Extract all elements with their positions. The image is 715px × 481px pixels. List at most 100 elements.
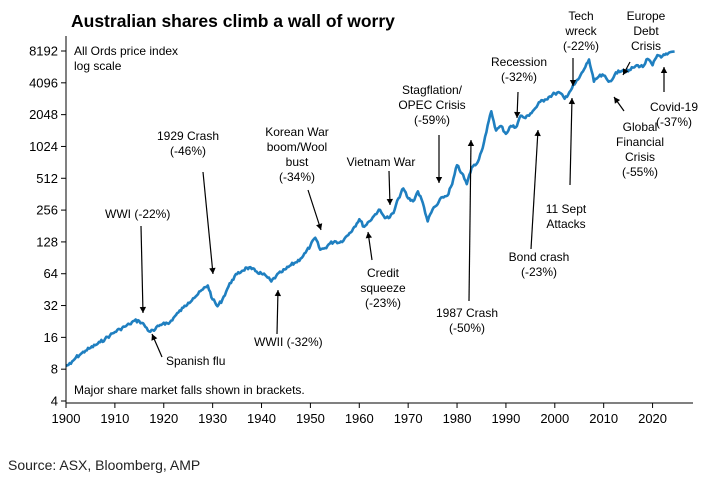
annotation-label: WWI (-22%) (105, 207, 170, 221)
x-tick-label: 1900 (52, 411, 81, 426)
annotation-label: Covid-19 (-37%) (650, 100, 698, 129)
annotation-line: (-22%) (563, 39, 599, 53)
annotation-line: (-34%) (279, 170, 315, 184)
annotation-label: WWII (-32%) (254, 335, 323, 349)
annotation: Stagflation/OPEC Crisis (-59%) (398, 83, 466, 183)
y-tick-label: 2048 (29, 107, 58, 122)
annotation: 1987 Crash (-50%) (436, 139, 498, 335)
y-tick-label: 32 (44, 298, 58, 313)
annotation-arrow (140, 225, 144, 314)
x-tick-label: 1970 (394, 411, 423, 426)
annotation-line: Vietnam War (347, 155, 416, 169)
annotation: Tech wreck (-22%) (563, 9, 599, 86)
annotation-line: (-32%) (501, 70, 537, 84)
annotation: Europe Debt Crisis (622, 9, 666, 76)
annotation-line: bust (286, 155, 309, 169)
annotation-label: Bond crash (-23%) (509, 250, 570, 279)
x-tick-label: 1940 (247, 411, 276, 426)
y-tick-label: 1024 (29, 139, 58, 154)
annotation-line: Stagflation/ (402, 83, 463, 97)
annotation-arrowhead (660, 67, 668, 73)
annotation-line: Attacks (546, 217, 585, 231)
annotation-line: Crisis (625, 150, 655, 164)
annotation-line: Spanish flu (166, 354, 225, 368)
annotation-label: Stagflation/OPEC Crisis (-59%) (398, 83, 465, 127)
x-tick-label: 1980 (443, 411, 472, 426)
footnote: Major share market falls shown in bracke… (74, 383, 305, 397)
annotation-line: 1987 Crash (436, 306, 498, 320)
annotation-label: Tech wreck (-22%) (563, 9, 599, 53)
annotation-line: Recession (491, 55, 547, 69)
annotation-label: Global Financial Crisis (-55%) (616, 120, 664, 179)
annotation-line: (-50%) (449, 321, 485, 335)
annotation-arrowhead (514, 111, 521, 118)
annotation-arrowhead (623, 68, 629, 75)
annotation-line: Korean War (265, 125, 329, 139)
chart-title: Australian shares climb a wall of worry (71, 11, 395, 31)
annotation-arrowhead (316, 223, 323, 230)
y-tick-label: 16 (44, 330, 58, 345)
y-tick-label: 256 (36, 203, 58, 218)
series-layer (65, 50, 675, 368)
x-tick-label: 2010 (589, 411, 618, 426)
y-tick-label: 4096 (29, 75, 58, 90)
annotation: Bond crash (-23%) (509, 129, 570, 279)
annotation-line: OPEC Crisis (398, 98, 465, 112)
annotation-line: boom/Wool (267, 140, 327, 154)
annotation-arrowhead (365, 232, 373, 239)
annotation-label: 11 Sept Attacks (546, 202, 587, 231)
annotation-arrow (530, 129, 539, 250)
annotation-line: Europe (627, 9, 666, 23)
annotation-line: Covid-19 (650, 100, 698, 114)
annotation-label: Credit squeeze (-23%) (360, 266, 406, 310)
annotation-arrow (202, 171, 214, 275)
annotation-arrowhead (435, 177, 443, 183)
annotation-line: (-37%) (656, 115, 692, 129)
source-note: Source: ASX, Bloomberg, AMP (8, 457, 200, 473)
series-note-line-2: log scale (74, 59, 122, 73)
annotation-line: Crisis (631, 39, 661, 53)
annotation: Spanish flu (151, 333, 225, 368)
axis-ticks: 4 8 16 32 64 128 256 512 1024 2048 4096 8192 1900 191… (29, 44, 667, 427)
annotation-arrow (276, 289, 279, 335)
annotation-line: 11 Sept (546, 202, 587, 216)
annotation-line: WWII (-32%) (254, 335, 323, 349)
annotation-label: Vietnam War (347, 155, 416, 169)
x-tick-label: 1910 (100, 411, 129, 426)
x-tick-label: 1930 (198, 411, 227, 426)
annotation: 11 Sept Attacks (546, 97, 587, 231)
y-tick-label: 8 (51, 362, 58, 377)
annotation-line: 1929 Crash (157, 129, 219, 143)
annotation-arrowhead (568, 98, 576, 105)
annotation-arrowhead (467, 140, 475, 147)
annotation-arrowhead (151, 334, 158, 341)
y-tick-label: 64 (44, 266, 58, 281)
annotation-arrow (468, 139, 472, 302)
annotation-line: Global (623, 120, 658, 134)
x-tick-label: 1950 (296, 411, 325, 426)
annotation-line: Credit (367, 266, 400, 280)
annotation: 1929 Crash (-46%) (157, 129, 219, 275)
annotation-label: Spanish flu (166, 354, 225, 368)
annotation-arrowhead (569, 80, 577, 86)
annotation-arrow (307, 189, 322, 231)
annotation-label: Korean War boom/Wool bust (-34%) (265, 125, 329, 184)
annotation-arrow (569, 97, 573, 186)
x-tick-label: 2000 (540, 411, 569, 426)
y-tick-label: 512 (36, 171, 58, 186)
annotation-line: (-23%) (365, 296, 401, 310)
annotation: WWI (-22%) (105, 207, 170, 314)
annotation-line: Tech (568, 9, 593, 23)
y-tick-label: 128 (36, 234, 58, 249)
annotation: Covid-19 (-37%) (650, 67, 698, 129)
annotation-arrowhead (534, 130, 541, 137)
x-tick-label: 1920 (149, 411, 178, 426)
annotation-line: squeeze (360, 281, 406, 295)
annotation-arrowhead (274, 290, 282, 297)
y-tick-label: 4 (51, 394, 58, 409)
annotation-label: 1929 Crash (-46%) (157, 129, 219, 158)
annotation-arrowhead (386, 198, 394, 205)
annotation: Vietnam War (347, 155, 416, 206)
annotation: Korean War boom/Wool bust (-34%) (265, 125, 329, 231)
